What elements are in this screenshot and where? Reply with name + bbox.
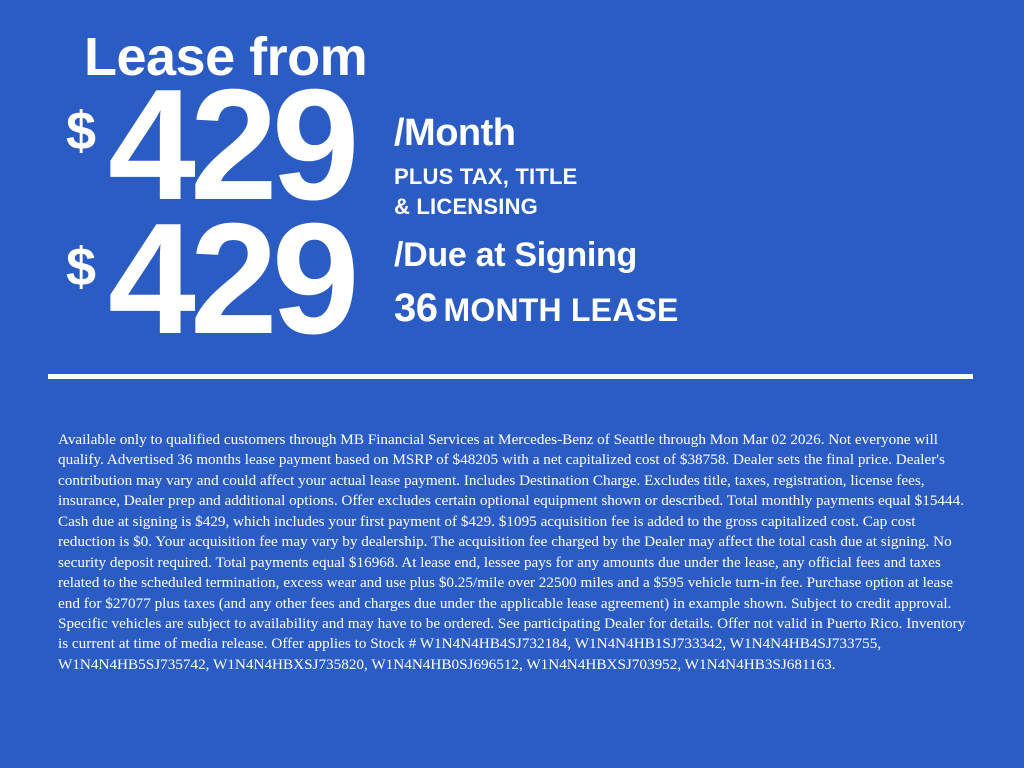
headline-lease-from: Lease from (84, 27, 368, 87)
lease-term-number: 36 (394, 286, 438, 330)
plus-tax-line-1: PLUS TAX, TITLE (394, 164, 578, 189)
due-at-signing-descriptor: /Due at Signing 36 MONTH LEASE (394, 238, 679, 328)
plus-tax-line-2: & LICENSING (394, 193, 538, 219)
currency-symbol-due-at-signing: $ (66, 237, 97, 297)
monthly-payment-amount: 429 (108, 57, 360, 233)
due-at-signing-amount: 429 (108, 191, 360, 367)
price-row-monthly: $ 429 /Month PLUS TAX, TITLE & LICENSING (0, 66, 1024, 224)
horizontal-divider (48, 374, 973, 379)
plus-tax-note: PLUS TAX, TITLE & LICENSING (394, 162, 577, 221)
currency-symbol-monthly: $ (66, 101, 97, 161)
lease-term-word: MONTH LEASE (443, 292, 679, 328)
due-at-signing-label: /Due at Signing (394, 236, 637, 274)
monthly-descriptor: /Month PLUS TAX, TITLE & LICENSING (394, 114, 577, 221)
price-block: $ 429 /Month PLUS TAX, TITLE & LICENSING… (0, 66, 1024, 358)
monthly-per-unit-label: /Month (394, 112, 516, 154)
price-row-due-at-signing: $ 429 /Due at Signing 36 MONTH LEASE (0, 200, 1024, 358)
lease-term: 36 MONTH LEASE (394, 288, 679, 328)
disclaimer-fine-print: Available only to qualified customers th… (58, 431, 966, 673)
